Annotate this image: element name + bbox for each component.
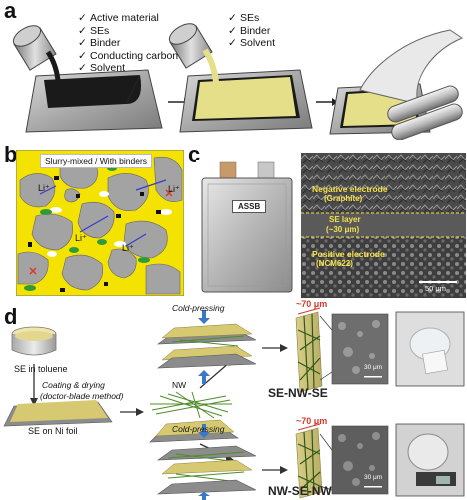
arrow-a2	[316, 98, 338, 106]
step2-foil	[179, 69, 313, 133]
sem-scale-top: 30 μm	[364, 364, 383, 371]
list2-item-0: ✓ SEs	[228, 12, 260, 24]
li-ion-label-4: Li⁺	[122, 243, 134, 253]
bottom-press-stack	[157, 424, 257, 500]
label-nw: NW	[172, 380, 187, 390]
blocked-markers	[29, 189, 173, 275]
panel-label-b: b	[4, 142, 18, 167]
center-stack	[149, 391, 239, 443]
label-cold-pressing-bottom: Cold-pressing	[172, 424, 225, 434]
label-se-nw-se: SE-NW-SE	[268, 386, 328, 400]
panel-b-schematic	[16, 150, 184, 296]
binder-patches	[24, 165, 150, 291]
li-ion-label-1: Li⁺	[38, 183, 50, 193]
step3-rollers	[387, 85, 463, 140]
list1-item-1: ✓ SEs	[78, 24, 110, 37]
cell-label: ASSB	[232, 200, 267, 213]
list1-item-2: ✓ Binder	[78, 37, 121, 49]
arrow-d-coating	[30, 364, 38, 406]
panel-b-title: Slurry-mixed / With binders	[40, 154, 153, 168]
label-ncm: (NCM622)	[316, 259, 353, 268]
li-ion-label-3: Li⁺	[75, 233, 87, 243]
arrow-d-bottom-section	[262, 466, 288, 474]
label-doctor-blade: (doctor-blade method)	[40, 391, 124, 401]
step2-pouring-cup	[168, 23, 219, 83]
label-coating: Coating & drying	[42, 380, 105, 390]
panel-d-illustration	[3, 307, 465, 500]
label-se-layer: SE layer	[329, 215, 361, 224]
panel-a-list-2: ✓ SEs ✓ Binder ✓ Solvent	[228, 12, 275, 50]
panel-label-d: d	[4, 304, 18, 329]
label-se-thickness: (~30 μm)	[326, 225, 360, 234]
label-cold-pressing-top: Cold-pressing	[172, 303, 225, 313]
label-graphite: (Graphite)	[324, 194, 363, 203]
panel-a-illustration	[12, 23, 464, 140]
photo-bottom	[395, 423, 465, 497]
sem-inset-bottom	[331, 425, 389, 495]
top-press-stack	[157, 310, 257, 384]
label-thickness-bottom: ~70 μm	[296, 416, 328, 426]
list1-item-4: ✓ Solvent	[78, 62, 126, 74]
list1-item-0: ✓ Active material	[78, 12, 159, 24]
arrow-d-to-stack	[120, 408, 144, 416]
panel-c-cell-photo	[196, 160, 298, 296]
sem-scale-bar-label: 50 μm	[425, 284, 446, 293]
panel-label-a: a	[4, 0, 17, 23]
step1-pouring-cup	[12, 25, 61, 81]
list1-item-3: ✓ Conducting carbon	[78, 49, 179, 62]
se-on-ni-foil	[3, 400, 113, 427]
nw-se-nw-block	[295, 423, 333, 499]
list2-item-1: ✓ Binder	[228, 24, 271, 37]
sem-scale-bottom: 30 μm	[364, 474, 383, 481]
nw-mesh	[150, 391, 232, 419]
step1-foil	[25, 69, 163, 133]
photo-top	[395, 311, 465, 387]
panel-a-list-1: ✓ Active material ✓ SEs ✓ Binder ✓ Conductin…	[78, 12, 178, 75]
arrow-d-top-section	[262, 344, 288, 352]
se-toluene-dish	[11, 326, 57, 356]
pore-voids	[47, 191, 172, 257]
label-se-in-toluene: SE in toluene	[14, 364, 68, 374]
panel-c-sem-image	[301, 153, 466, 298]
carbon-particles	[28, 176, 161, 292]
sem-inset-top	[331, 313, 389, 385]
label-se-on-ni-foil: SE on Ni foil	[28, 426, 78, 436]
se-nw-se-block	[295, 307, 333, 393]
active-material-particles	[17, 156, 183, 295]
li-ion-label-2: Li⁺	[168, 184, 180, 194]
list2-item-2: ✓ Solvent	[228, 37, 276, 49]
label-thickness-top: ~70 μm	[296, 299, 328, 309]
label-positive-electrode: Positive electrode	[312, 249, 385, 259]
ion-path-arrows	[39, 179, 167, 247]
label-nw-se-nw: NW-SE-NW	[268, 484, 332, 498]
step3-peel-sheet	[359, 29, 464, 105]
label-negative-electrode: Negative electrode	[312, 184, 388, 194]
